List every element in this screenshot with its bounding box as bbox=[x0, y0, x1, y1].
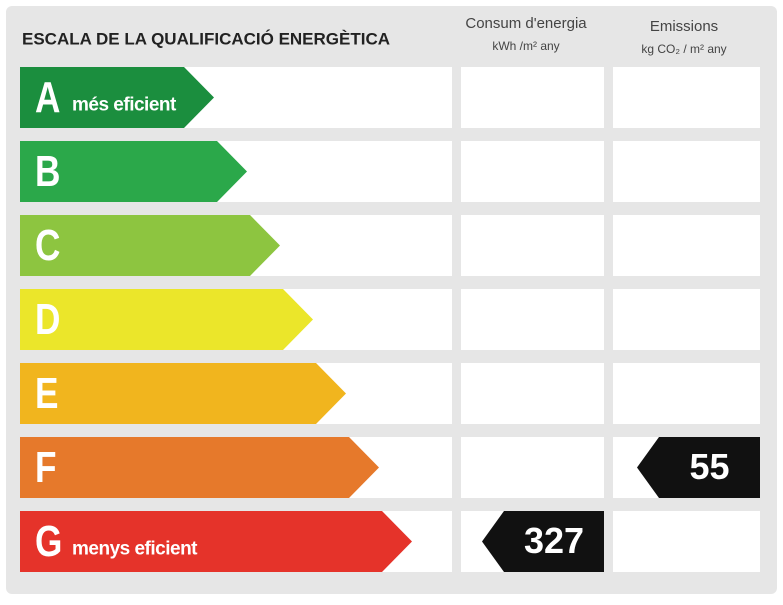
cell bbox=[613, 215, 760, 276]
class-arrow bbox=[20, 511, 412, 572]
class-arrow bbox=[20, 289, 313, 350]
cell bbox=[613, 141, 760, 202]
rating-value: 327 bbox=[524, 520, 584, 561]
cell bbox=[461, 67, 604, 128]
class-arrow bbox=[20, 215, 280, 276]
cell bbox=[461, 437, 604, 498]
class-note: menys eficient bbox=[72, 539, 198, 560]
class-letter: D bbox=[35, 295, 60, 344]
class-arrow bbox=[20, 67, 214, 128]
cell bbox=[613, 511, 760, 572]
class-letter: E bbox=[35, 369, 58, 418]
cell bbox=[613, 67, 760, 128]
cell bbox=[613, 289, 760, 350]
column-unit: kWh /m² any bbox=[492, 39, 559, 53]
class-note: més eficient bbox=[72, 95, 177, 116]
cell bbox=[613, 363, 760, 424]
cell bbox=[461, 363, 604, 424]
column-label: Emissions bbox=[650, 18, 718, 35]
title: ESCALA DE LA QUALIFICACIÓ ENERGÈTICA bbox=[22, 29, 390, 48]
class-letter: B bbox=[35, 147, 60, 196]
rating-value: 55 bbox=[689, 446, 729, 487]
cell bbox=[461, 141, 604, 202]
cell bbox=[461, 289, 604, 350]
class-letter: F bbox=[35, 443, 57, 492]
column-unit: kg CO₂ / m² any bbox=[641, 42, 726, 56]
class-arrow bbox=[20, 141, 247, 202]
cell bbox=[461, 215, 604, 276]
column-label: Consum d'energia bbox=[465, 15, 587, 32]
rating-arrow bbox=[637, 437, 760, 498]
rating-arrow bbox=[482, 511, 604, 572]
class-arrow bbox=[20, 437, 379, 498]
class-letter: C bbox=[35, 221, 60, 270]
class-letter: A bbox=[35, 73, 60, 122]
class-letter: G bbox=[35, 517, 62, 566]
class-arrow bbox=[20, 363, 346, 424]
